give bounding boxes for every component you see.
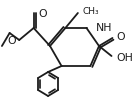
Text: O: O bbox=[8, 36, 16, 46]
Text: NH: NH bbox=[96, 23, 113, 33]
Text: O: O bbox=[116, 32, 125, 42]
Text: OH: OH bbox=[116, 53, 133, 63]
Text: O: O bbox=[38, 9, 47, 19]
Text: CH₃: CH₃ bbox=[83, 6, 99, 16]
